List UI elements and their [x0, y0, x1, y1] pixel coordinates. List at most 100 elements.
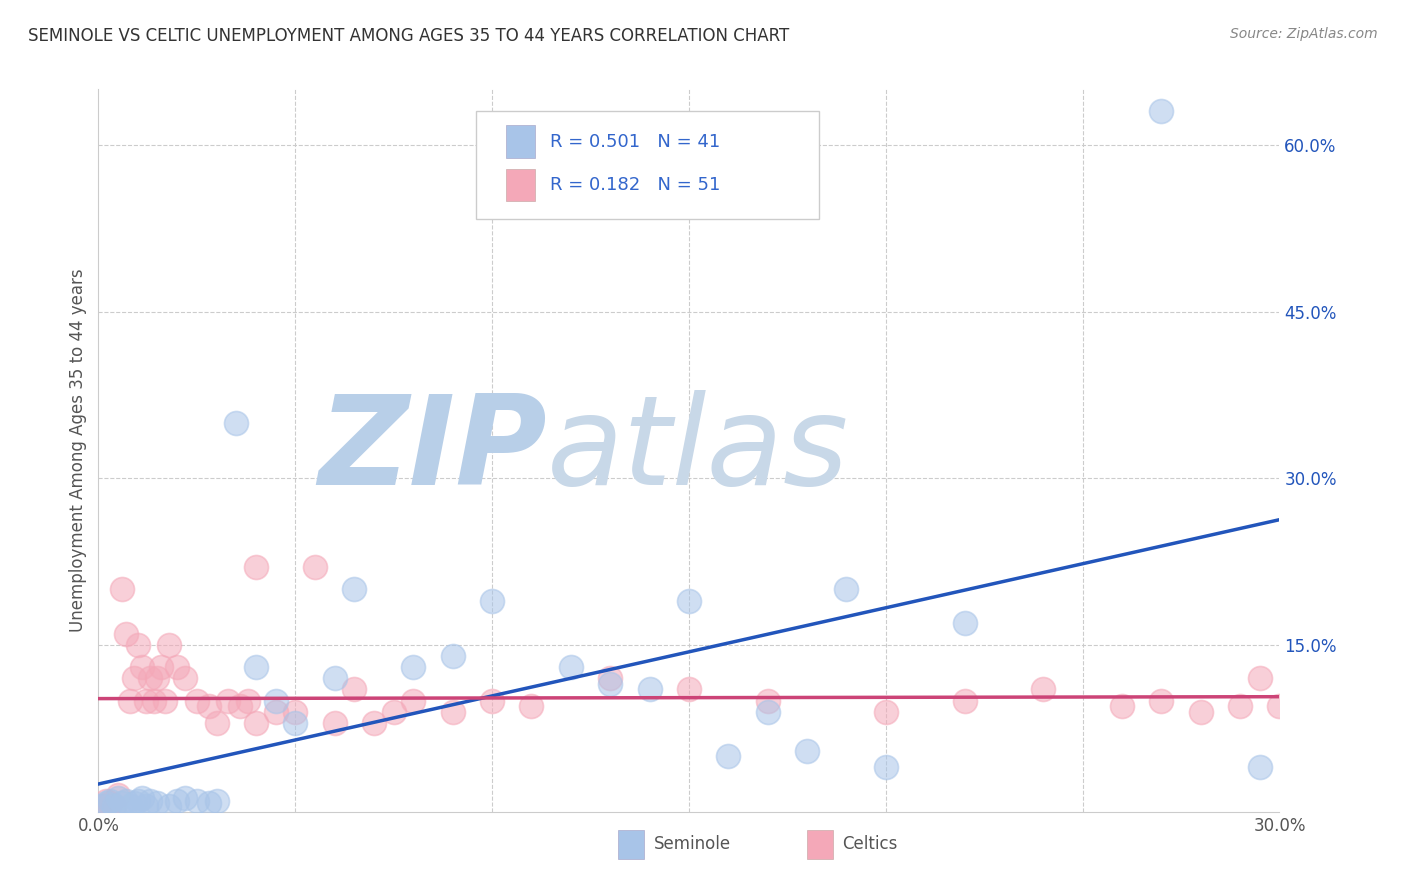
Point — [131, 660, 153, 674]
Point — [481, 593, 503, 607]
Point — [441, 649, 464, 664]
Point — [115, 794, 138, 808]
Point — [304, 560, 326, 574]
Point — [875, 760, 897, 774]
Point — [155, 693, 177, 707]
Point — [229, 699, 252, 714]
Point — [520, 699, 543, 714]
Text: Celtics: Celtics — [842, 835, 898, 854]
Point — [875, 705, 897, 719]
Point — [115, 627, 138, 641]
Point — [678, 682, 700, 697]
Point — [138, 794, 160, 808]
Point — [135, 799, 157, 814]
Point — [1189, 705, 1212, 719]
Point — [599, 671, 621, 685]
Point — [1229, 699, 1251, 714]
Text: atlas: atlas — [547, 390, 849, 511]
Point — [96, 796, 118, 810]
Point — [756, 693, 779, 707]
FancyBboxPatch shape — [506, 126, 536, 158]
Point — [98, 794, 121, 808]
Point — [217, 693, 239, 707]
Point — [197, 699, 219, 714]
Point — [174, 671, 197, 685]
Point — [91, 799, 114, 814]
Point — [284, 705, 307, 719]
Point — [1268, 699, 1291, 714]
Point — [363, 715, 385, 730]
Point — [560, 660, 582, 674]
Point — [142, 693, 165, 707]
Point — [205, 715, 228, 730]
Point — [402, 660, 425, 674]
Text: R = 0.182   N = 51: R = 0.182 N = 51 — [550, 176, 720, 194]
Point — [127, 638, 149, 652]
Point — [1150, 104, 1173, 119]
FancyBboxPatch shape — [619, 830, 644, 859]
Point — [138, 671, 160, 685]
Point — [796, 743, 818, 757]
Point — [1032, 682, 1054, 697]
Point — [638, 682, 661, 697]
Point — [111, 796, 134, 810]
Point — [146, 671, 169, 685]
Point — [118, 693, 141, 707]
Point — [1111, 699, 1133, 714]
Point — [245, 715, 267, 730]
Text: ZIP: ZIP — [319, 390, 547, 511]
Point — [245, 560, 267, 574]
Point — [323, 715, 346, 730]
Point — [382, 705, 405, 719]
Point — [284, 715, 307, 730]
Point — [98, 796, 121, 810]
FancyBboxPatch shape — [807, 830, 832, 859]
Point — [157, 638, 180, 652]
Point — [174, 791, 197, 805]
Point — [1150, 693, 1173, 707]
Point — [197, 796, 219, 810]
Point — [264, 693, 287, 707]
Point — [343, 582, 366, 597]
Y-axis label: Unemployment Among Ages 35 to 44 years: Unemployment Among Ages 35 to 44 years — [69, 268, 87, 632]
Point — [107, 791, 129, 805]
Point — [441, 705, 464, 719]
Text: Source: ZipAtlas.com: Source: ZipAtlas.com — [1230, 27, 1378, 41]
Point — [205, 794, 228, 808]
Point — [835, 582, 858, 597]
Point — [157, 799, 180, 814]
Point — [91, 799, 114, 814]
Point — [122, 671, 145, 685]
Point — [264, 705, 287, 719]
Point — [323, 671, 346, 685]
Point — [146, 796, 169, 810]
FancyBboxPatch shape — [506, 169, 536, 202]
Point — [127, 794, 149, 808]
Point — [96, 794, 118, 808]
Point — [166, 794, 188, 808]
Point — [131, 791, 153, 805]
Point — [166, 660, 188, 674]
Point — [756, 705, 779, 719]
Point — [1249, 671, 1271, 685]
Text: SEMINOLE VS CELTIC UNEMPLOYMENT AMONG AGES 35 TO 44 YEARS CORRELATION CHART: SEMINOLE VS CELTIC UNEMPLOYMENT AMONG AG… — [28, 27, 789, 45]
Point — [343, 682, 366, 697]
Point — [186, 794, 208, 808]
Point — [111, 582, 134, 597]
Point — [103, 799, 125, 814]
Point — [481, 693, 503, 707]
Point — [225, 416, 247, 430]
Point — [402, 693, 425, 707]
Point — [236, 693, 259, 707]
Point — [599, 677, 621, 691]
Point — [1249, 760, 1271, 774]
Point — [122, 796, 145, 810]
Text: Seminole: Seminole — [654, 835, 731, 854]
Point — [953, 615, 976, 630]
Point — [717, 749, 740, 764]
Text: R = 0.501   N = 41: R = 0.501 N = 41 — [550, 133, 720, 151]
Point — [953, 693, 976, 707]
Point — [186, 693, 208, 707]
Point — [150, 660, 173, 674]
Point — [107, 788, 129, 802]
